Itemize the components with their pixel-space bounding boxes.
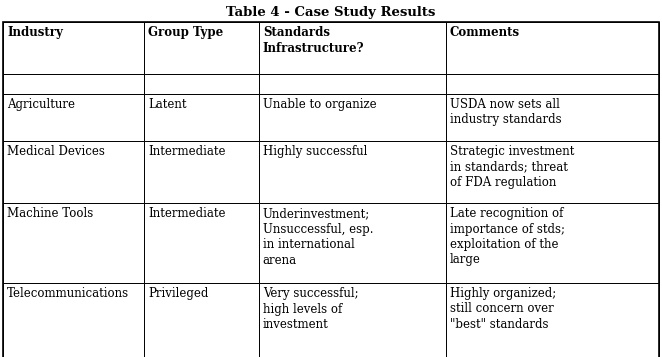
Text: Comments: Comments (449, 26, 520, 39)
Bar (446, 22, 659, 74)
Text: Intermediate: Intermediate (148, 207, 226, 220)
Bar (3, 203, 144, 283)
Bar (144, 283, 259, 357)
Bar (259, 283, 446, 357)
Text: Standards
Infrastructure?: Standards Infrastructure? (263, 26, 364, 55)
Bar (144, 203, 259, 283)
Bar (259, 74, 446, 94)
Text: Latent: Latent (148, 98, 187, 111)
Bar (144, 74, 259, 94)
Text: Unable to organize: Unable to organize (263, 98, 377, 111)
Bar (144, 94, 259, 141)
Bar (3, 22, 144, 74)
Bar (259, 203, 446, 283)
Bar (259, 94, 446, 141)
Bar (144, 141, 259, 203)
Bar (3, 74, 144, 94)
Bar (259, 22, 446, 74)
Text: Medical Devices: Medical Devices (7, 145, 105, 158)
Text: Underinvestment;
Unsuccessful, esp.
in international
arena: Underinvestment; Unsuccessful, esp. in i… (263, 207, 373, 266)
Bar (446, 283, 659, 357)
Text: Telecommunications: Telecommunications (7, 287, 129, 300)
Bar (446, 203, 659, 283)
Text: Strategic investment
in standards; threat
of FDA regulation: Strategic investment in standards; threa… (449, 145, 574, 189)
Bar (3, 283, 144, 357)
Text: Machine Tools: Machine Tools (7, 207, 93, 220)
Text: Highly successful: Highly successful (263, 145, 367, 158)
Bar (259, 141, 446, 203)
Text: Agriculture: Agriculture (7, 98, 75, 111)
Text: Group Type: Group Type (148, 26, 223, 39)
Text: Very successful;
high levels of
investment: Very successful; high levels of investme… (263, 287, 358, 331)
Text: Intermediate: Intermediate (148, 145, 226, 158)
Bar (446, 74, 659, 94)
Bar (144, 22, 259, 74)
Bar (3, 94, 144, 141)
Bar (3, 141, 144, 203)
Bar (446, 94, 659, 141)
Text: Late recognition of
importance of stds;
exploitation of the
large: Late recognition of importance of stds; … (449, 207, 565, 266)
Text: Highly organized;
still concern over
"best" standards: Highly organized; still concern over "be… (449, 287, 556, 331)
Text: Industry: Industry (7, 26, 63, 39)
Text: Privileged: Privileged (148, 287, 209, 300)
Text: USDA now sets all
industry standards: USDA now sets all industry standards (449, 98, 561, 126)
Text: Table 4 - Case Study Results: Table 4 - Case Study Results (226, 6, 436, 19)
Bar (446, 141, 659, 203)
